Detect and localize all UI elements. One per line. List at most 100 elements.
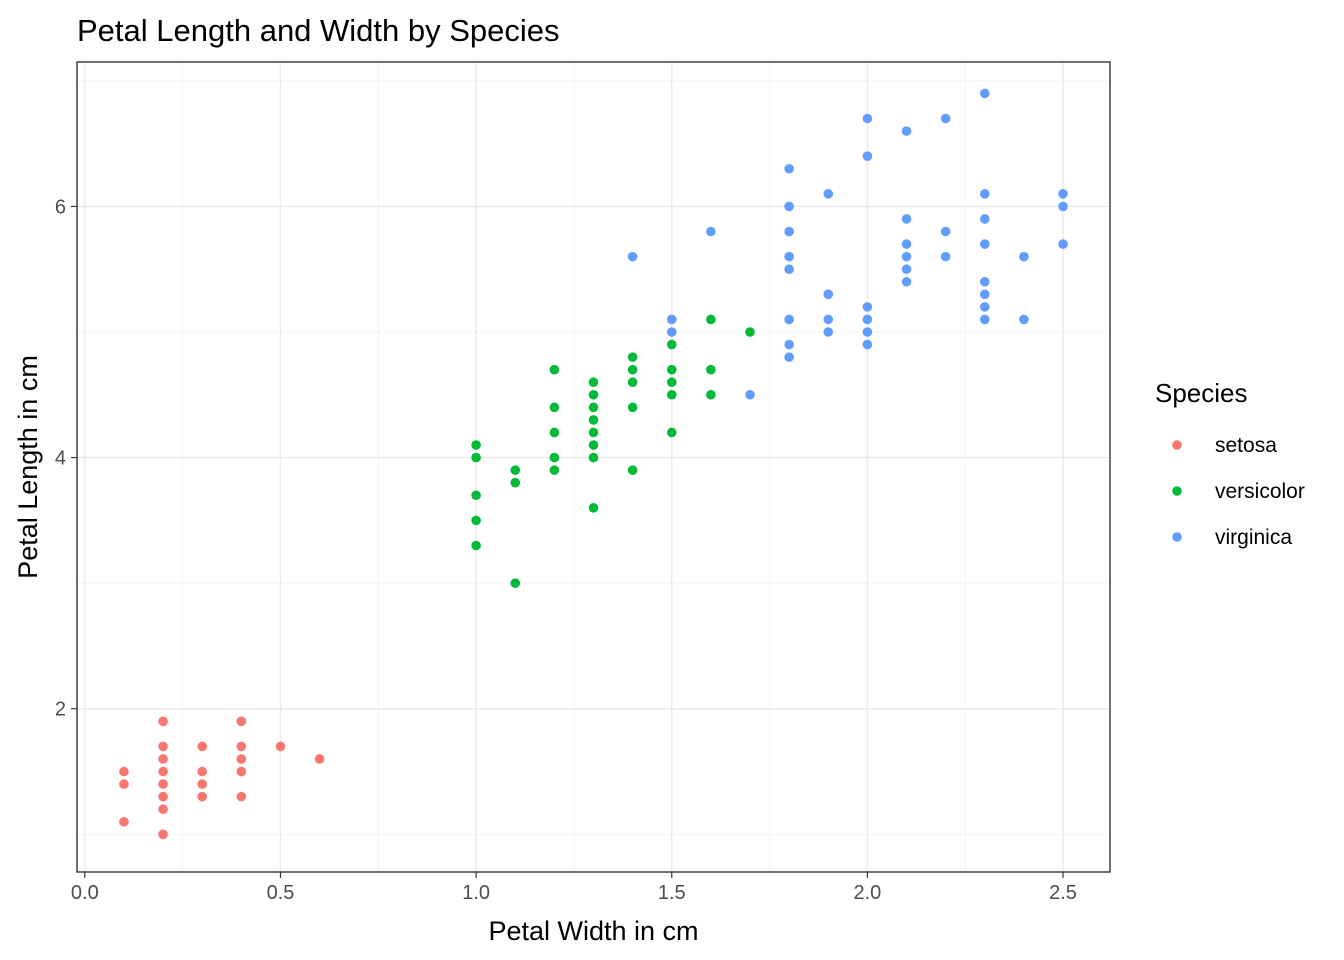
point-virginica bbox=[1058, 189, 1068, 199]
x-tick-label: 1.5 bbox=[658, 882, 686, 904]
point-virginica bbox=[784, 264, 794, 275]
y-tick-label: 4 bbox=[55, 448, 66, 470]
chart-title: Petal Length and Width by Species bbox=[77, 13, 560, 48]
point-virginica bbox=[862, 113, 873, 124]
point-virginica bbox=[901, 126, 912, 136]
point-virginica bbox=[627, 251, 638, 262]
point-versicolor bbox=[471, 440, 481, 450]
point-versicolor bbox=[549, 465, 560, 475]
point-virginica bbox=[745, 389, 755, 400]
point-virginica bbox=[784, 314, 794, 325]
point-setosa bbox=[158, 829, 168, 840]
point-versicolor bbox=[588, 427, 599, 438]
point-versicolor bbox=[666, 389, 677, 400]
y-tick-label: 2 bbox=[55, 699, 66, 721]
x-tick-label: 0.5 bbox=[267, 882, 295, 904]
point-setosa bbox=[236, 716, 247, 727]
point-virginica bbox=[1019, 314, 1029, 325]
point-virginica bbox=[979, 214, 990, 224]
point-versicolor bbox=[666, 339, 677, 350]
point-virginica bbox=[979, 239, 990, 249]
point-virginica bbox=[979, 88, 990, 99]
point-virginica bbox=[784, 226, 794, 237]
point-setosa bbox=[236, 741, 247, 752]
point-virginica bbox=[979, 302, 990, 312]
point-versicolor bbox=[510, 477, 521, 488]
point-virginica bbox=[823, 189, 834, 199]
point-virginica bbox=[784, 251, 794, 262]
point-virginica bbox=[666, 327, 677, 337]
point-setosa bbox=[236, 754, 247, 764]
point-versicolor bbox=[666, 427, 677, 438]
point-setosa bbox=[197, 791, 208, 802]
point-setosa bbox=[158, 804, 168, 815]
point-virginica bbox=[862, 339, 873, 350]
point-versicolor bbox=[627, 402, 638, 413]
point-virginica bbox=[862, 151, 873, 161]
point-versicolor bbox=[588, 402, 599, 413]
point-setosa bbox=[236, 766, 247, 777]
point-versicolor bbox=[666, 364, 677, 375]
x-tick-label: 2.0 bbox=[853, 882, 881, 904]
point-virginica bbox=[979, 289, 990, 300]
point-virginica bbox=[1058, 239, 1068, 249]
legend-title: Species bbox=[1155, 378, 1248, 408]
point-setosa bbox=[197, 779, 208, 789]
plot-panel-border bbox=[76, 61, 1111, 873]
point-virginica bbox=[823, 289, 834, 300]
point-versicolor bbox=[588, 503, 599, 513]
point-setosa bbox=[158, 779, 168, 789]
point-virginica bbox=[784, 339, 794, 350]
point-setosa bbox=[158, 791, 168, 802]
x-axis-ticks: 0.0 0.5 1.0 1.5 2.0 2.5 bbox=[71, 872, 1077, 904]
point-setosa bbox=[119, 766, 129, 777]
x-tick-label: 1.0 bbox=[462, 882, 490, 904]
point-virginica bbox=[979, 314, 990, 325]
point-virginica bbox=[1019, 251, 1029, 262]
point-virginica bbox=[901, 239, 912, 249]
point-versicolor bbox=[627, 377, 638, 388]
point-virginica bbox=[940, 226, 951, 237]
x-tick-label: 2.5 bbox=[1049, 882, 1077, 904]
point-setosa bbox=[197, 766, 208, 777]
point-versicolor bbox=[706, 389, 716, 400]
point-setosa bbox=[119, 816, 129, 827]
point-virginica bbox=[666, 314, 677, 325]
legend-label-setosa: setosa bbox=[1215, 434, 1277, 457]
point-versicolor bbox=[627, 352, 638, 362]
point-virginica bbox=[862, 327, 873, 337]
legend-label-virginica: virginica bbox=[1215, 526, 1292, 549]
point-versicolor bbox=[471, 515, 481, 526]
point-versicolor bbox=[627, 364, 638, 375]
point-versicolor bbox=[549, 402, 560, 413]
point-versicolor bbox=[510, 578, 521, 588]
point-virginica bbox=[784, 201, 794, 212]
point-versicolor bbox=[745, 327, 755, 337]
point-virginica bbox=[979, 276, 990, 287]
point-versicolor bbox=[588, 377, 599, 388]
point-versicolor bbox=[549, 427, 560, 438]
legend-key-versicolor bbox=[1172, 486, 1182, 496]
point-versicolor bbox=[471, 490, 481, 501]
legend-key-setosa bbox=[1172, 440, 1182, 450]
point-setosa bbox=[158, 741, 168, 752]
legend: Species setosa versicolor virginica bbox=[1155, 378, 1305, 549]
point-versicolor bbox=[666, 377, 677, 388]
point-virginica bbox=[901, 264, 912, 275]
point-virginica bbox=[823, 314, 834, 325]
point-setosa bbox=[158, 766, 168, 777]
point-virginica bbox=[784, 163, 794, 174]
point-virginica bbox=[979, 189, 990, 199]
point-virginica bbox=[940, 251, 951, 262]
point-virginica bbox=[862, 314, 873, 325]
legend-key-virginica bbox=[1172, 532, 1182, 542]
point-setosa bbox=[275, 741, 286, 752]
point-versicolor bbox=[588, 389, 599, 400]
point-setosa bbox=[119, 779, 129, 789]
x-axis-label: Petal Width in cm bbox=[488, 916, 698, 946]
point-virginica bbox=[706, 226, 716, 237]
point-setosa bbox=[314, 754, 325, 764]
point-versicolor bbox=[549, 364, 560, 375]
point-versicolor bbox=[706, 314, 716, 325]
